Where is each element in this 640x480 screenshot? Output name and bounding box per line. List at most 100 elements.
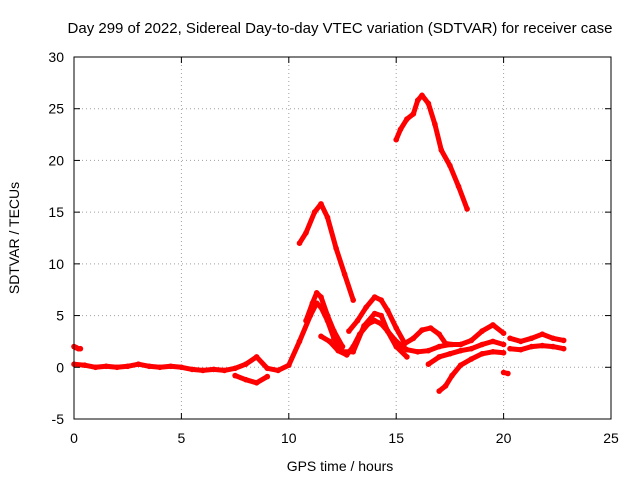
data-point <box>103 363 109 370</box>
data-point <box>346 328 352 334</box>
data-point <box>479 351 485 357</box>
data-point <box>200 367 206 374</box>
data-point <box>518 346 524 353</box>
x-tick-label: 25 <box>603 430 619 446</box>
data-point <box>479 341 485 348</box>
data-point <box>350 343 357 350</box>
data-point <box>442 383 449 389</box>
data-point <box>296 240 303 246</box>
data-point <box>232 365 238 372</box>
data-point <box>303 317 309 324</box>
data-point <box>425 347 432 354</box>
data-point <box>371 294 378 300</box>
data-point <box>178 364 185 371</box>
x-tick-label: 0 <box>70 430 78 446</box>
data-point <box>189 366 195 373</box>
data-point <box>371 317 378 324</box>
data-point <box>449 372 455 379</box>
data-point <box>490 322 496 328</box>
y-tick-label: 5 <box>56 308 64 324</box>
data-point <box>414 349 421 355</box>
data-point <box>404 116 410 122</box>
data-point <box>324 312 331 319</box>
data-point <box>442 340 449 347</box>
data-point <box>371 310 378 317</box>
data-point <box>419 92 425 99</box>
series-track-8 <box>393 92 470 212</box>
data-point <box>432 121 438 127</box>
data-point <box>81 362 88 369</box>
data-point <box>457 341 464 348</box>
data-point <box>507 345 513 352</box>
data-point <box>378 297 385 303</box>
data-point <box>326 338 333 345</box>
data-point <box>436 388 443 394</box>
data-point <box>436 354 443 360</box>
data-point <box>425 361 432 368</box>
data-point <box>393 136 400 143</box>
data-point <box>404 346 410 353</box>
data-point <box>77 345 84 352</box>
data-point <box>539 342 546 349</box>
data-point <box>464 206 470 212</box>
series-track-3 <box>232 373 270 386</box>
data-point <box>500 350 507 356</box>
data-point <box>124 363 131 370</box>
x-axis-label: GPS time / hours <box>287 458 394 474</box>
data-point <box>157 364 163 371</box>
y-tick-label: 20 <box>48 152 64 168</box>
y-tick-label: 0 <box>56 359 64 375</box>
data-point <box>135 361 142 368</box>
data-point <box>350 297 357 303</box>
data-point <box>365 321 372 327</box>
data-point <box>378 312 385 319</box>
data-point <box>210 366 217 373</box>
data-point <box>378 321 385 327</box>
data-point <box>253 354 260 360</box>
data-point <box>457 362 464 369</box>
data-point <box>468 345 475 352</box>
y-tick-label: -5 <box>52 411 65 427</box>
data-point <box>455 183 462 190</box>
data-point <box>311 209 318 215</box>
data-point <box>447 351 453 357</box>
data-point <box>539 331 546 338</box>
data-point <box>410 335 417 342</box>
data-point <box>419 327 425 333</box>
data-point <box>500 341 507 348</box>
data-point <box>253 380 260 386</box>
data-point <box>384 328 391 334</box>
tick-labels: 0 5 10 15 20 25 -5 0 5 10 15 20 25 30 <box>48 49 619 446</box>
data-point <box>313 290 320 296</box>
data-point <box>146 363 152 370</box>
data-point <box>490 338 496 345</box>
data-point <box>296 338 303 345</box>
data-point <box>479 328 485 334</box>
data-point <box>167 363 174 370</box>
x-tick-label: 5 <box>178 430 186 446</box>
data-point <box>414 97 421 104</box>
data-point <box>232 372 238 379</box>
data-point <box>447 162 453 169</box>
data-point <box>393 325 400 331</box>
data-point <box>500 330 507 337</box>
chart-title: Day 299 of 2022, Sidereal Day-to-day VTE… <box>68 20 613 37</box>
y-tick-label: 25 <box>48 101 64 117</box>
data-point <box>528 335 535 342</box>
data-point <box>243 376 249 383</box>
data-point <box>436 343 443 350</box>
data-point <box>427 325 434 331</box>
data-point <box>344 352 350 358</box>
data-point <box>560 337 567 344</box>
y-axis-label: SDTVAR / TECUs <box>6 182 22 294</box>
data-point <box>505 370 511 377</box>
data-point <box>309 300 316 307</box>
data-point <box>275 367 281 374</box>
data-point <box>384 307 391 314</box>
data-point <box>341 271 348 278</box>
data-point <box>264 373 271 380</box>
data-point <box>404 354 410 360</box>
data-point <box>410 111 417 117</box>
series-track-4 <box>297 201 356 303</box>
data-point <box>397 126 404 133</box>
